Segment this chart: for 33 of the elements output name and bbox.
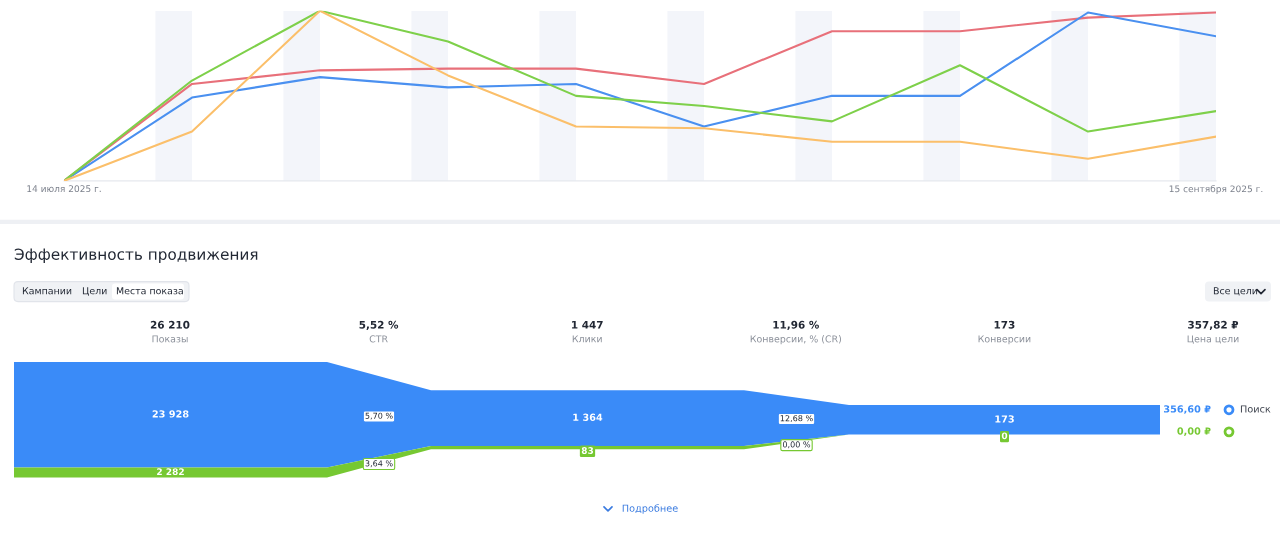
category-label: Цена цели <box>1187 335 1239 344</box>
data-label: 1 447 <box>572 320 603 329</box>
data-label: 357,82 ₽ <box>1188 320 1239 331</box>
category-label: Показы <box>152 335 188 343</box>
text: Все цели <box>1213 287 1258 296</box>
text: Эффективность продвижения <box>14 248 258 263</box>
data-label: 26 210 <box>150 320 190 329</box>
data-label: 5,52 % <box>359 320 399 331</box>
data-label: 2 282 <box>157 468 184 476</box>
data-label: 83 <box>581 447 594 454</box>
text: Кампании <box>22 287 72 295</box>
text: Места показа <box>116 287 183 295</box>
data-label: 12,68 % <box>780 415 813 423</box>
data-label: 0,00 % <box>782 441 811 449</box>
data-label: 11,96 % <box>773 320 819 331</box>
category-label: Конверсии, % (CR) <box>750 335 841 345</box>
category-label: Клики <box>572 335 602 343</box>
data-label: 173 <box>995 415 1014 423</box>
data-label: 0,00 ₽ <box>1177 427 1211 436</box>
data-label: 356,60 ₽ <box>1163 405 1211 414</box>
data-label: 5,70 % <box>365 412 393 420</box>
category-label: CTR <box>369 335 388 343</box>
data-label: 173 <box>994 320 1015 329</box>
x-tick-label: 15 сентября 2025 г. <box>1169 185 1263 194</box>
text: Цели <box>82 287 107 296</box>
data-label: 3,64 % <box>365 460 393 468</box>
category-label: Конверсии <box>978 335 1031 345</box>
text: Подробнее <box>622 504 678 514</box>
data-label: 0 <box>1001 432 1008 440</box>
x-tick-label: 14 июля 2025 г. <box>27 185 101 193</box>
legend-label: Поиск <box>1240 405 1271 413</box>
data-label: 1 364 <box>573 413 603 421</box>
data-label: 23 928 <box>152 410 189 418</box>
